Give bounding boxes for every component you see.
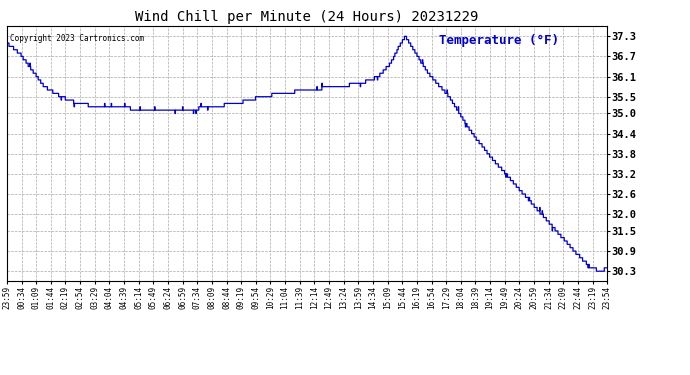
Title: Wind Chill per Minute (24 Hours) 20231229: Wind Chill per Minute (24 Hours) 2023122… <box>135 10 479 24</box>
Text: Copyright 2023 Cartronics.com: Copyright 2023 Cartronics.com <box>10 34 144 43</box>
Text: Temperature (°F): Temperature (°F) <box>439 34 559 47</box>
